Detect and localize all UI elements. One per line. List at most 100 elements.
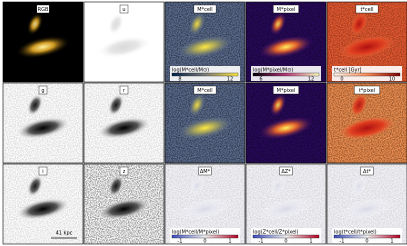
galaxy-companion <box>107 12 125 36</box>
label-box <box>119 4 129 14</box>
galaxy-disk <box>96 116 152 140</box>
panel-image <box>84 164 164 244</box>
galaxy-disk <box>15 35 71 59</box>
panel-border <box>83 82 165 164</box>
colorbar-tick: -1 <box>340 239 345 245</box>
galaxy-companion <box>269 174 287 198</box>
label-box <box>119 85 129 95</box>
colorbar-tick: 1 <box>228 239 231 245</box>
colorbar <box>333 234 401 239</box>
galaxy-disk <box>177 197 233 221</box>
panel-label: g <box>41 88 44 94</box>
label-box <box>38 85 48 95</box>
galaxy-companion <box>26 93 44 117</box>
colorbar-label: t*cell [Gyr] <box>334 68 361 74</box>
colorbar-tick: 10 <box>389 77 395 83</box>
colorbar-label: log(M*cell/M⊙) <box>172 68 209 74</box>
panel-border <box>2 82 84 164</box>
panel-border <box>245 1 327 83</box>
colorbar-label: log(Z*cell/Z*pixel) <box>253 230 299 236</box>
colorbar <box>171 234 239 239</box>
panel-label: r <box>123 88 126 94</box>
colorbar-tick: 12 <box>227 77 233 83</box>
galaxy-companion <box>188 12 206 36</box>
colorbar-tick: 1 <box>309 239 312 245</box>
label-box <box>360 166 374 176</box>
colorbar-tick: 6 <box>259 77 262 83</box>
galaxy-disk <box>15 116 71 140</box>
panel-label: RGB <box>38 7 49 13</box>
colorbar-label: log(M*cell/M*pixel) <box>172 230 219 236</box>
panel-border <box>164 82 246 164</box>
panel-label: ΔM* <box>200 169 211 175</box>
galaxy-companion <box>350 174 368 198</box>
galaxy-disk <box>258 116 314 140</box>
panel: RGB <box>2 1 84 83</box>
panel: u <box>83 1 165 83</box>
galaxy-disk <box>258 35 314 59</box>
galaxy-disk <box>339 197 395 221</box>
label-box <box>193 85 217 95</box>
panel: i 41 kpc <box>2 163 84 245</box>
colorbar-label: log(t*cell/t*pixel) <box>334 230 377 236</box>
panel: M*pixel <box>245 82 327 164</box>
panel-border <box>164 1 246 83</box>
panel-border <box>83 163 165 245</box>
panel-label: M*pixel <box>277 88 296 94</box>
galaxy-disk <box>96 197 152 221</box>
label-box <box>198 166 212 176</box>
panel: Δt* log(t*cell/t*pixel) -1 0 1 <box>326 163 407 245</box>
galaxy-companion <box>188 174 206 198</box>
panel-label: M*pixel <box>277 7 296 13</box>
label-box <box>354 85 380 95</box>
panel-border <box>2 163 84 245</box>
panel-label: u <box>122 7 125 13</box>
galaxy-disk <box>258 197 314 221</box>
galaxy-disk <box>15 197 71 221</box>
label-box <box>193 4 217 14</box>
panel-image <box>246 83 326 163</box>
colorbar <box>252 72 320 77</box>
colorbar-tick: -1 <box>259 239 264 245</box>
panel: ΔZ* log(Z*cell/Z*pixel) -1 0 1 <box>245 163 327 245</box>
panel: M*pixel log(M*pixel/M⊙) 6 12 <box>245 1 327 83</box>
panel-label: i <box>42 169 43 175</box>
panel-border <box>2 1 84 83</box>
panel: t*pixel <box>326 82 407 164</box>
panel-image <box>3 2 83 82</box>
colorbar <box>333 72 401 77</box>
colorbar-tick: -1 <box>178 239 183 245</box>
label-box <box>119 166 129 176</box>
galaxy-companion <box>188 93 206 117</box>
label-box <box>38 166 48 176</box>
panel-label: M*cell <box>197 88 212 94</box>
colorbar-tick: 0 <box>284 239 287 245</box>
panel-label: t*pixel <box>359 88 375 94</box>
panel: M*cell <box>164 82 246 164</box>
panel: M*cell log(M*cell/M⊙) 8 12 <box>164 1 246 83</box>
panel-border <box>245 82 327 164</box>
label-box <box>273 4 299 14</box>
panel-border <box>83 1 165 83</box>
panel: t*cell t*cell [Gyr] 0 10 <box>326 1 407 83</box>
galaxy-companion <box>350 93 368 117</box>
galaxy-companion <box>107 93 125 117</box>
galaxy-disk <box>177 35 233 59</box>
galaxy-disk <box>96 35 152 59</box>
panel-border <box>326 1 407 83</box>
galaxy-disk <box>339 116 395 140</box>
panel-label: Δt* <box>363 169 371 175</box>
galaxy-companion <box>269 12 287 36</box>
panel-border <box>245 163 327 245</box>
panel: z <box>83 163 165 245</box>
galaxy-disk <box>339 35 395 59</box>
panel-image <box>327 83 407 163</box>
colorbar-tick: 0 <box>340 77 343 83</box>
panel: ΔM* log(M*cell/M*pixel) -1 0 1 <box>164 163 246 245</box>
galaxy-companion <box>269 93 287 117</box>
panel-label: t*cell <box>360 7 373 13</box>
colorbar-tick: 12 <box>308 77 314 83</box>
panel-image <box>3 83 83 163</box>
galaxy-companion <box>350 12 368 36</box>
